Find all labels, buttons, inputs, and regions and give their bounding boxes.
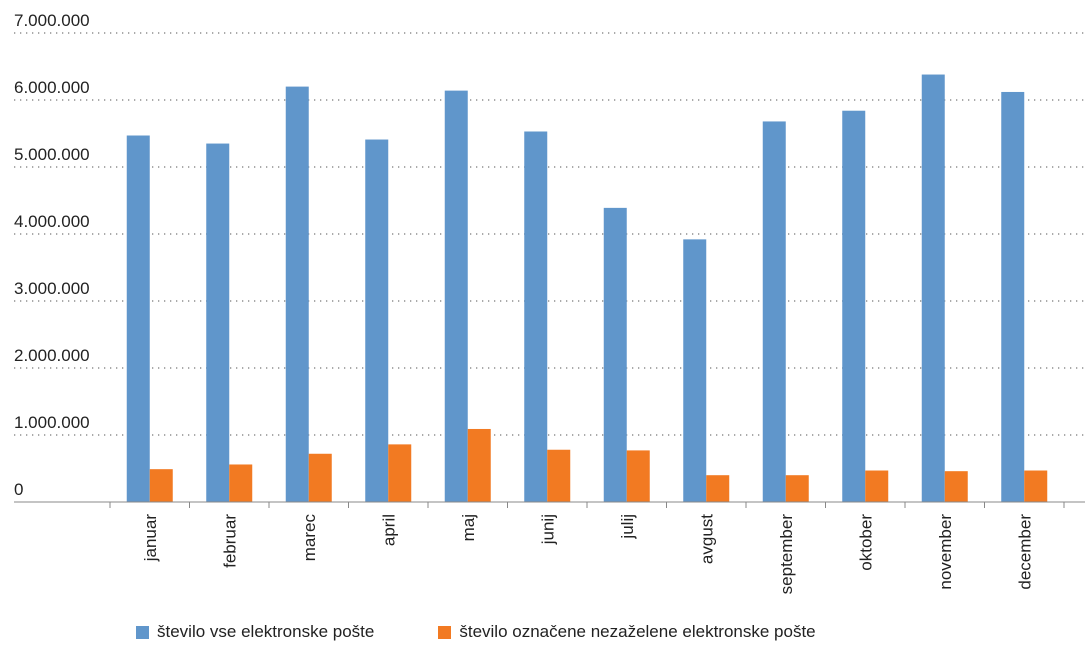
legend-label-spam-email: število označene nezaželene elektronske … [459, 622, 816, 641]
y-axis-tick-labels: 0 1.000.000 2.000.000 3.000.000 4.000.000 5.0… [14, 11, 90, 499]
bar-spam-email [547, 449, 571, 502]
legend: število vse elektronske pošte število oz… [136, 622, 816, 642]
y-tick-label: 5.000.000 [14, 145, 90, 164]
y-tick-label: 3.000.000 [14, 279, 90, 298]
y-tick-label: 4.000.000 [14, 212, 90, 231]
x-tick-label: marec [300, 514, 319, 562]
bar-all-email [762, 121, 786, 502]
bar-all-email [921, 74, 945, 502]
bar-spam-email [706, 475, 730, 502]
x-tick-label: maj [459, 514, 478, 541]
x-tick-label: november [936, 514, 955, 590]
y-tick-label: 7.000.000 [14, 11, 90, 30]
bar-chart: 0 1.000.000 2.000.000 3.000.000 4.000.000 5.0… [14, 11, 1085, 595]
x-tick-label: april [379, 514, 398, 546]
x-tick-label: avgust [697, 514, 716, 564]
y-tick-label: 2.000.000 [14, 346, 90, 365]
bar-all-email [683, 239, 707, 503]
x-tick-label: januar [141, 514, 160, 563]
bar-all-email [1001, 91, 1025, 503]
bar-spam-email [229, 464, 253, 502]
y-tick-label: 1.000.000 [14, 413, 90, 432]
x-tick-label: junij [538, 514, 557, 545]
bar-spam-email [944, 471, 968, 502]
x-tick-label: september [777, 514, 796, 595]
x-axis-tick-labels: januar februar marec april maj junij julij avgu… [141, 514, 1035, 595]
x-tick-label: december [1015, 514, 1034, 590]
x-tick-label: oktober [856, 514, 875, 571]
legend-item-spam-email: število označene nezaželene elektronske … [438, 622, 816, 642]
bar-all-email [285, 86, 309, 502]
bar-all-email [206, 143, 230, 503]
y-tick-label: 6.000.000 [14, 78, 90, 97]
bar-spam-email [865, 470, 889, 502]
bar-spam-email [149, 469, 173, 502]
legend-item-all-email: število vse elektronske pošte [136, 622, 374, 642]
bar-spam-email [626, 450, 650, 502]
x-tick-label: julij [618, 514, 637, 540]
bar-spam-email [1024, 470, 1048, 502]
legend-swatch-all-email [136, 625, 149, 639]
bar-spam-email [785, 475, 809, 502]
x-axis [14, 501, 1085, 508]
bar-spam-email [308, 453, 332, 502]
bar-all-email [444, 90, 468, 503]
bar-all-email [524, 131, 548, 503]
x-tick-label: februar [220, 514, 239, 568]
bar-spam-email [467, 428, 491, 502]
legend-label-all-email: število vse elektronske pošte [157, 622, 375, 641]
bar-all-email [365, 139, 389, 502]
legend-swatch-spam-email [438, 625, 452, 639]
bar-all-email [126, 135, 150, 502]
bars [126, 74, 1048, 503]
bar-spam-email [388, 444, 412, 502]
y-tick-label: 0 [14, 480, 23, 499]
bar-all-email [603, 207, 627, 502]
bar-all-email [842, 110, 866, 502]
